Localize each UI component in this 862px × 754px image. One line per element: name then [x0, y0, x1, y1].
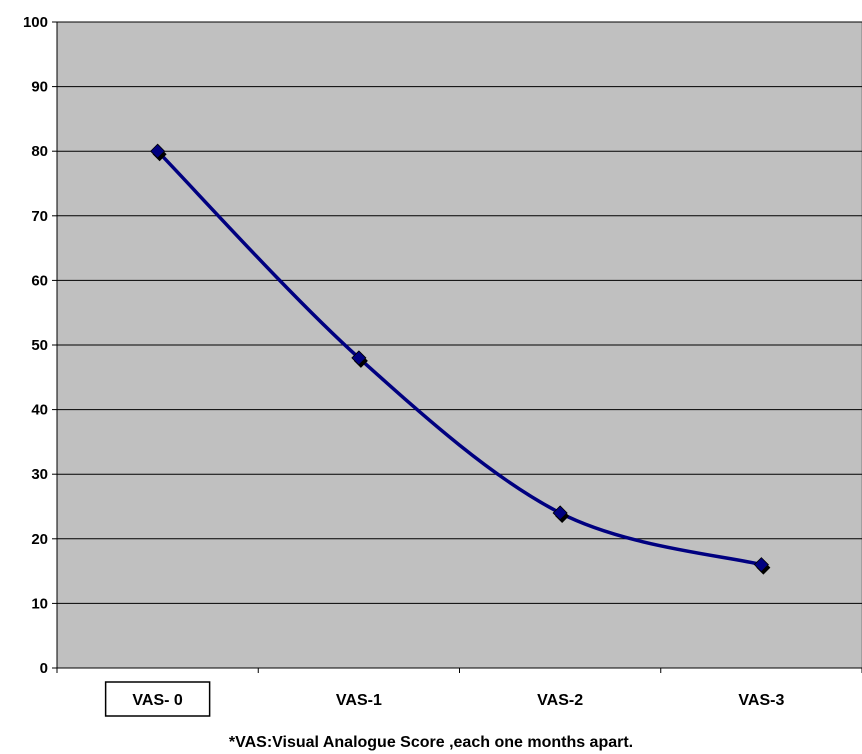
y-tick-label: 20: [31, 531, 48, 548]
chart-footnote: *VAS:Visual Analogue Score ,each one mon…: [228, 734, 634, 751]
y-tick-label: 30: [31, 466, 48, 483]
category-label-box: [104, 681, 211, 717]
data-point: [753, 557, 769, 573]
data-point: [150, 143, 166, 159]
series: [150, 143, 771, 575]
gridlines: [57, 21, 862, 604]
y-tick-label: 50: [31, 337, 48, 354]
y-tick-label: 90: [31, 79, 48, 96]
axes: [52, 21, 862, 673]
y-tick-label: 100: [23, 14, 48, 31]
y-tick-label: 10: [31, 595, 48, 612]
x-tick-label: VAS- 0: [132, 692, 182, 709]
x-tick-label: VAS-1: [336, 692, 382, 709]
x-tick-label: VAS-2: [537, 692, 583, 709]
data-point: [351, 350, 367, 366]
y-tick-label: 60: [31, 272, 48, 289]
y-tick-label: 70: [31, 208, 48, 225]
y-tick-label: 40: [31, 402, 48, 419]
data-point: [552, 505, 568, 521]
x-tick-labels: VAS- 0 VAS-1 VAS-2 VAS-3: [104, 681, 784, 717]
y-tick-label: 0: [40, 660, 48, 677]
series-line: [156, 149, 762, 567]
y-tick-labels: 0 10 20 30 40 50 60 70 80 90 100: [23, 14, 48, 677]
y-tick-label: 80: [31, 143, 48, 160]
x-tick-label: VAS-3: [738, 692, 784, 709]
